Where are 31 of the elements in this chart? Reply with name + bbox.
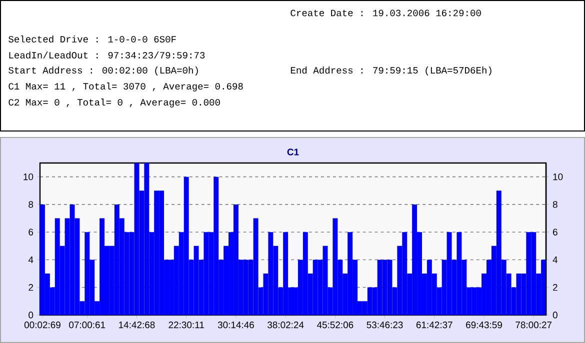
y2-tick-label: 6 (553, 228, 558, 236)
x-tick-label: 78:00:27 (516, 322, 552, 328)
y-tick-label: 0 (28, 312, 34, 318)
x-tick-label: 00:02:69 (24, 322, 60, 328)
x-tick-label: 07:00:61 (69, 322, 106, 328)
text: Start Address : 00:02:00 (LBA=0h) (8, 66, 198, 76)
text: C1 Max= 11 , Total= 3070 , Average= 0.698 (8, 82, 243, 92)
y-tick-label: 4 (28, 256, 34, 263)
text: C2 Max= 0 , Total= 0 , Average= 0.000 (8, 98, 220, 108)
text: Create Date : 19.03.2006 16:29:00 (290, 10, 481, 16)
text: LeadIn/LeadOut : 97:34:23/79:59:73 (9, 51, 205, 59)
x-tick-label: 45:52:06 (316, 322, 354, 328)
y2-tick-label: 8 (552, 201, 558, 208)
x-tick-label: 69:43:59 (466, 322, 502, 328)
x-tick-label: 22:30:11 (168, 322, 204, 328)
y-tick-label: 8 (28, 201, 34, 208)
y2-tick-label: 2 (553, 284, 558, 291)
x-tick-label: 53:46:23 (366, 322, 403, 328)
y-tick-label: 2 (28, 284, 34, 291)
y2-tick-label: 0 (552, 312, 558, 318)
chart-title: C1 (287, 148, 299, 156)
text: End Address : 79:59:15 (LBA=57D6Eh) (290, 66, 492, 76)
y2-tick-label: 4 (552, 256, 558, 263)
x-tick-label: 14:42:68 (119, 322, 155, 328)
x-tick-label: 30:14:46 (218, 322, 254, 328)
y2-tick-label: 10 (553, 173, 563, 180)
text: Selected Drive : 1-0-0-0 6S0F (8, 35, 176, 43)
x-tick-label: 38:02:24 (268, 322, 304, 328)
y-tick-label: 6 (28, 228, 34, 236)
x-tick-label: 61:42:37 (416, 322, 452, 328)
y-tick-label: 10 (24, 173, 34, 180)
